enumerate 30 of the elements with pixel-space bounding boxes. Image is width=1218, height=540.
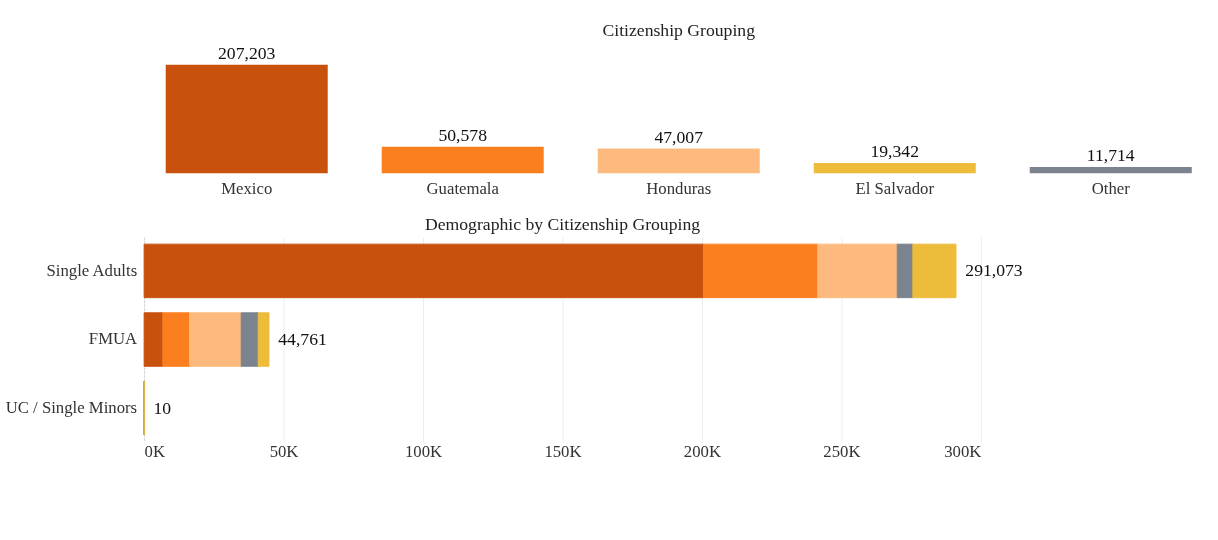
- y-tick-label: Single Adults: [46, 260, 138, 280]
- x-tick-label: 250K: [823, 442, 861, 462]
- y-tick-label: FMUA: [88, 329, 138, 349]
- x-tick-label: Guatemala: [426, 179, 500, 199]
- x-tick-label: Mexico: [221, 179, 273, 199]
- x-tick-label: 200K: [683, 442, 722, 462]
- y-tick-label: UC / Single Minors: [5, 397, 138, 417]
- data-label: 11,714: [1086, 145, 1135, 166]
- data-label: 47,007: [654, 126, 704, 147]
- data-label: 207,203: [218, 43, 276, 64]
- bar: [813, 163, 976, 174]
- bar: [597, 148, 760, 174]
- total-label: 10: [153, 397, 172, 418]
- bar: [381, 146, 544, 174]
- x-tick-label: Honduras: [646, 179, 712, 199]
- x-tick-label: 0K: [144, 442, 166, 462]
- x-tick-label: El Salvador: [855, 179, 935, 199]
- total-label: 44,761: [278, 329, 327, 350]
- data-label: 50,578: [438, 125, 488, 146]
- total-label: 291,073: [965, 260, 1023, 281]
- x-tick-label: 300K: [944, 442, 982, 462]
- bar: [165, 64, 328, 174]
- chart-title: Demographic by Citizenship Grouping: [424, 213, 701, 234]
- data-label: 19,342: [870, 141, 920, 162]
- chart-title: Citizenship Grouping: [602, 19, 756, 40]
- bar: [1029, 166, 1192, 174]
- x-tick-label: 150K: [544, 442, 582, 462]
- x-tick-label: Other: [1091, 179, 1131, 199]
- x-tick-label: 100K: [404, 442, 443, 462]
- x-tick-label: 50K: [269, 442, 299, 462]
